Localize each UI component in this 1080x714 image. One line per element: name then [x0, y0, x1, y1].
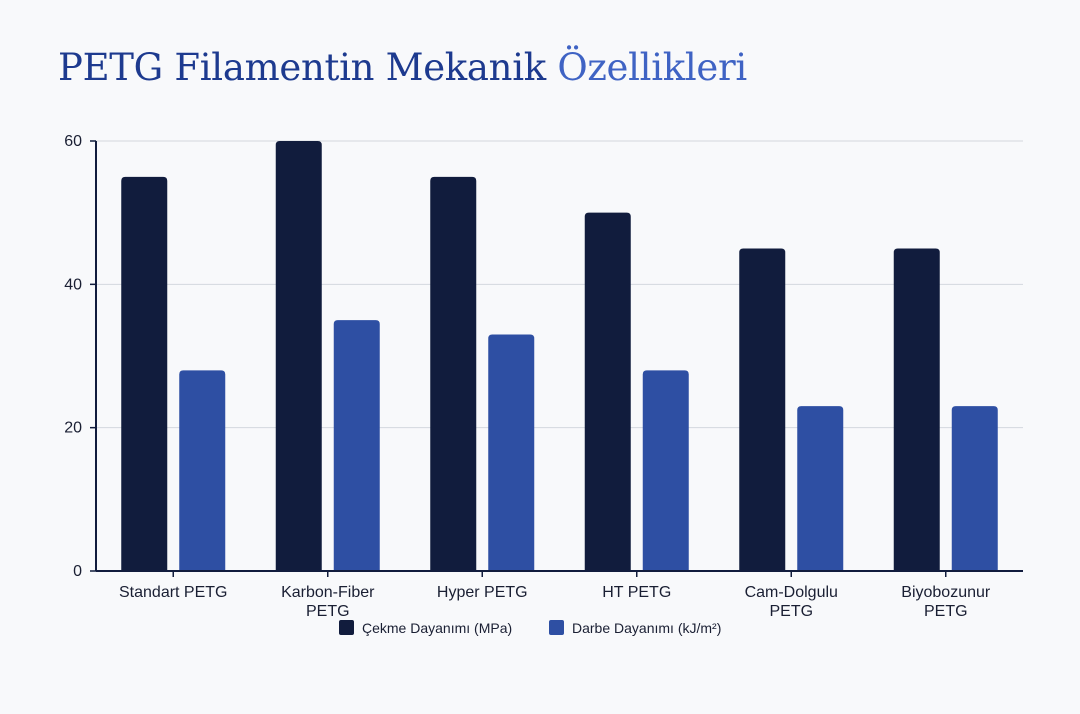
chart-title-main: PETG Filamentin Mekanik [58, 46, 558, 89]
x-tick-label: Karbon-Fiber PETG [281, 584, 375, 620]
bar-impact [179, 370, 226, 571]
x-tick-label: Cam-Dolgulu PETG [745, 584, 838, 620]
bar-tensile [739, 248, 786, 571]
legend-swatch [549, 620, 564, 635]
bar-impact [951, 406, 998, 571]
y-tick-label: 20 [64, 420, 82, 437]
x-tick-label-line: Hyper PETG [437, 584, 528, 601]
x-tick-label-line: HT PETG [602, 584, 671, 601]
bar-impact [797, 406, 844, 571]
bar-tensile [430, 176, 477, 572]
bar-tensile [893, 248, 940, 571]
y-tick-label: 40 [64, 276, 82, 293]
chart-title-accent: Özellikleri [557, 46, 747, 89]
x-tick-label: Biyobozunur PETG [901, 584, 991, 620]
x-tick-label-line: PETG [769, 603, 813, 620]
bar-impact [488, 334, 535, 571]
bar-tensile [584, 212, 631, 571]
y-tick-label: 60 [64, 133, 82, 150]
x-tick-label: Standart PETG [119, 584, 228, 601]
chart-title: PETG Filamentin Mekanik Özellikleri [58, 46, 747, 89]
bar-impact [642, 370, 689, 571]
x-tick-label-line: PETG [924, 603, 968, 620]
x-tick-label-line: Standart PETG [119, 584, 228, 601]
legend-label: Darbe Dayanımı (kJ/m²) [572, 620, 721, 636]
y-tick-label: 0 [73, 563, 82, 580]
x-tick-label-line: PETG [306, 603, 350, 620]
legend-label: Çekme Dayanımı (MPa) [362, 620, 512, 636]
bar-impact [333, 320, 380, 571]
legend-swatch [339, 620, 354, 635]
x-tick-label-line: Karbon-Fiber [281, 584, 375, 601]
x-tick-label-line: Cam-Dolgulu [745, 584, 838, 601]
bar-tensile [121, 176, 168, 572]
x-tick-label-line: Biyobozunur [901, 584, 991, 601]
x-tick-label: HT PETG [602, 584, 671, 601]
x-tick-label: Hyper PETG [437, 584, 528, 601]
bar-tensile [275, 141, 322, 571]
